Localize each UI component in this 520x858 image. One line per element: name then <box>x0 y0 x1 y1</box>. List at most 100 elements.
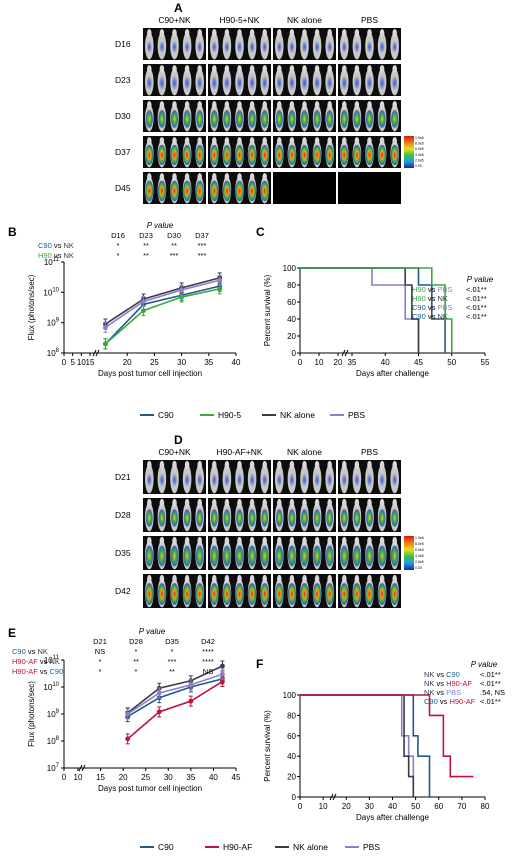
mouse-head <box>342 574 347 584</box>
bioluminescence-signal <box>391 110 399 128</box>
mouse-head <box>159 536 165 546</box>
pvalue-stars: * <box>171 647 174 656</box>
mouse-head <box>262 173 267 181</box>
pvalue-day: D42 <box>201 637 215 646</box>
bioluminescence-signal <box>145 545 154 567</box>
bioluminescence-signal <box>211 75 218 91</box>
colorbar <box>404 536 414 570</box>
bioluminescence-signal <box>184 40 190 54</box>
mouse-head <box>224 65 230 73</box>
bioluminescence-signal <box>171 509 178 527</box>
mouse-head <box>302 460 307 470</box>
bioluminescence-signal <box>275 509 283 527</box>
bioluminescence-signal <box>184 472 191 488</box>
mouse-head <box>159 101 165 109</box>
bioluminescence-signal <box>183 509 191 527</box>
x-tick-label: 40 <box>381 358 390 367</box>
mouse-head <box>314 498 320 508</box>
mouse-head <box>197 536 202 546</box>
bioluminescence-signal <box>325 144 334 166</box>
mouse-head <box>197 101 202 109</box>
mouse-head <box>224 29 230 37</box>
day-label: D23 <box>115 75 131 85</box>
x-tick-label: 25 <box>150 358 159 367</box>
bioluminescence-signal <box>236 40 243 54</box>
mouse-head <box>314 29 320 37</box>
mouse-head <box>147 498 152 508</box>
day-label: D45 <box>115 183 131 193</box>
x-tick-label: 40 <box>388 802 397 811</box>
pvalue-value: <.01** <box>466 303 487 312</box>
data-point <box>217 277 223 283</box>
mouse-head <box>289 65 295 73</box>
mouse-head <box>159 574 165 584</box>
y-tick-label: 109 <box>47 318 60 328</box>
legend-label: H90-AF <box>223 842 252 852</box>
mouse-head <box>262 536 267 546</box>
data-point <box>125 711 131 717</box>
mouse-head <box>212 574 217 584</box>
mouse-head <box>147 536 152 546</box>
legend-label: PBS <box>348 410 365 420</box>
mouse-head <box>237 536 242 546</box>
mouse-head <box>249 65 255 73</box>
bioluminescence-signal <box>288 509 296 527</box>
mouse-head <box>249 29 255 37</box>
bioluminescence-signal <box>223 509 231 527</box>
y-tick-label: 100 <box>283 691 297 700</box>
bioluminescence-signal <box>210 110 218 128</box>
mouse-head <box>277 536 282 546</box>
bioluminescence-signal <box>157 545 166 567</box>
bioluminescence-signal <box>275 144 284 166</box>
mouse-head <box>289 101 295 109</box>
mouse-head <box>327 460 332 470</box>
mouse-head <box>392 574 397 584</box>
x-tick-label: 45 <box>414 358 423 367</box>
bioluminescence-signal <box>352 144 361 166</box>
mouse-head <box>159 137 165 145</box>
mouse-head <box>302 498 307 508</box>
mouse-head <box>184 173 190 181</box>
bioluminescence-signal <box>223 472 230 488</box>
bioluminescence-signal <box>366 509 373 527</box>
bioluminescence-signal <box>378 110 386 128</box>
bioluminescence-signal <box>171 40 178 54</box>
x-tick-label: 80 <box>481 802 490 811</box>
x-tick-label: 30 <box>365 802 374 811</box>
mouse-head <box>159 498 165 508</box>
mouse-head <box>354 29 360 37</box>
bioluminescence-signal <box>288 75 296 91</box>
mouse-head <box>184 29 190 37</box>
pvalue-comparison: NK vs H90-AF <box>424 679 472 688</box>
mouse-head <box>224 536 230 546</box>
x-tick-label: 20 <box>342 802 351 811</box>
bioluminescence-signal <box>235 144 244 166</box>
mouse-head <box>212 498 217 508</box>
y-tick-label: 0 <box>292 349 297 358</box>
pvalue-comparison: C90 vs PBS <box>412 303 452 312</box>
mouse-head <box>172 536 177 546</box>
series-line <box>105 277 220 325</box>
bioluminescence-signal <box>196 472 203 488</box>
bioluminescence-signal <box>236 509 243 527</box>
mouse-head <box>277 65 282 73</box>
pvalue-stars: * <box>99 667 102 676</box>
pvalue-comparison: NK vs C90 <box>424 670 460 679</box>
bioluminescence-signal <box>171 75 178 91</box>
mouse-head <box>314 65 320 73</box>
x-tick-label: 10 <box>319 802 328 811</box>
bioluminescence-signal <box>236 75 243 91</box>
column-header: H90-5+NK <box>220 15 260 25</box>
bioluminescence-signal <box>183 180 192 202</box>
mouse-head <box>327 574 332 584</box>
legend-label: H90-5 <box>218 410 241 420</box>
mouse-head <box>172 137 177 145</box>
bioluminescence-signal <box>196 110 204 128</box>
mouse-head <box>172 173 177 181</box>
x-axis-label: Days after challenge <box>356 369 429 378</box>
y-tick-label: 109 <box>47 709 60 719</box>
mouse-head <box>314 101 320 109</box>
mouse-head <box>184 137 190 145</box>
mouse-head <box>367 460 372 470</box>
bioluminescence-signal <box>223 110 231 128</box>
